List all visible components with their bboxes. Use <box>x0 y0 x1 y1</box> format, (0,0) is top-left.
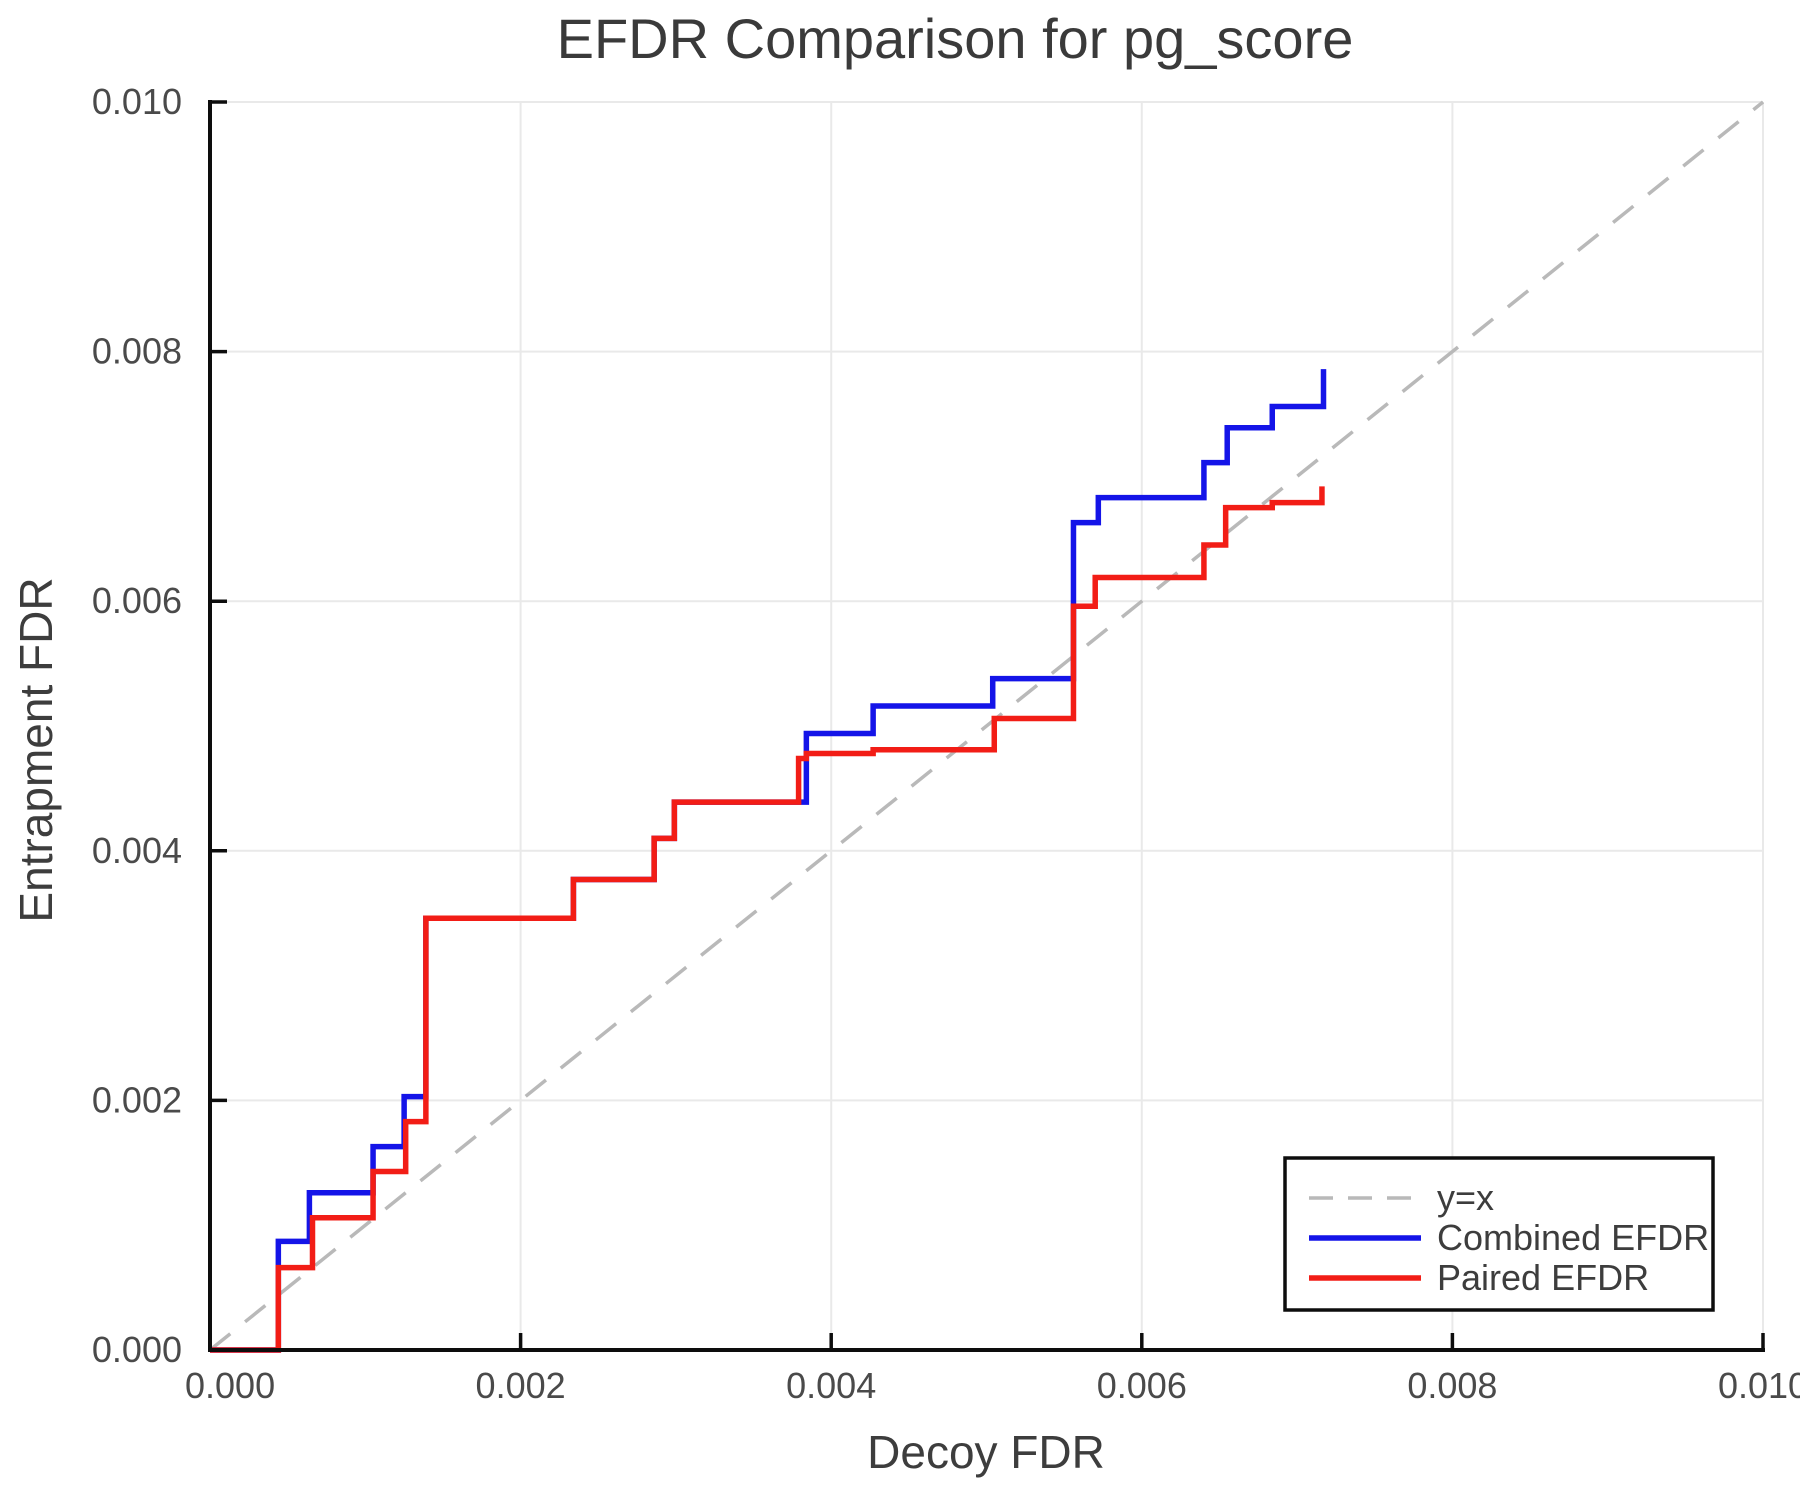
x-tick-label: 0.010 <box>1718 1365 1800 1406</box>
combined-efdr-line <box>210 369 1327 1353</box>
x-tick-label: 0.006 <box>1097 1365 1187 1406</box>
x-tick-label: 0.002 <box>476 1365 566 1406</box>
x-tick-label: 0.008 <box>1407 1365 1497 1406</box>
y-tick-label: 0.004 <box>92 830 182 871</box>
grid-layer <box>210 101 1764 1350</box>
ticks-layer: 0.000 0.002 0.004 0.006 0.008 0.010 0.000 0.002… <box>92 81 1800 1406</box>
axes-layer <box>208 100 1765 1352</box>
y-x-line <box>208 100 1765 1352</box>
y-tick-label: 0.002 <box>92 1079 182 1120</box>
y-axis-title: Entrapment FDR <box>10 577 62 922</box>
legend-item-label: y=x <box>1437 1177 1494 1218</box>
y-tick-label: 0.000 <box>92 1329 182 1370</box>
y-tick-label: 0.006 <box>92 580 182 621</box>
legend-item-label: Combined EFDR <box>1437 1217 1709 1258</box>
chart-title: EFDR Comparison for pg_score <box>557 7 1354 70</box>
x-axis-title: Decoy FDR <box>867 1426 1105 1478</box>
legend-box <box>1283 1156 1715 1312</box>
y-tick-label: 0.010 <box>92 81 182 122</box>
series-layer <box>208 100 1765 1353</box>
y-tick-label: 0.008 <box>92 331 182 372</box>
paired-efdr-line <box>210 486 1325 1353</box>
x-tick-label: 0.000 <box>185 1365 275 1406</box>
x-tick-label: 0.004 <box>786 1365 876 1406</box>
legend-item-label: Paired EFDR <box>1437 1257 1649 1298</box>
